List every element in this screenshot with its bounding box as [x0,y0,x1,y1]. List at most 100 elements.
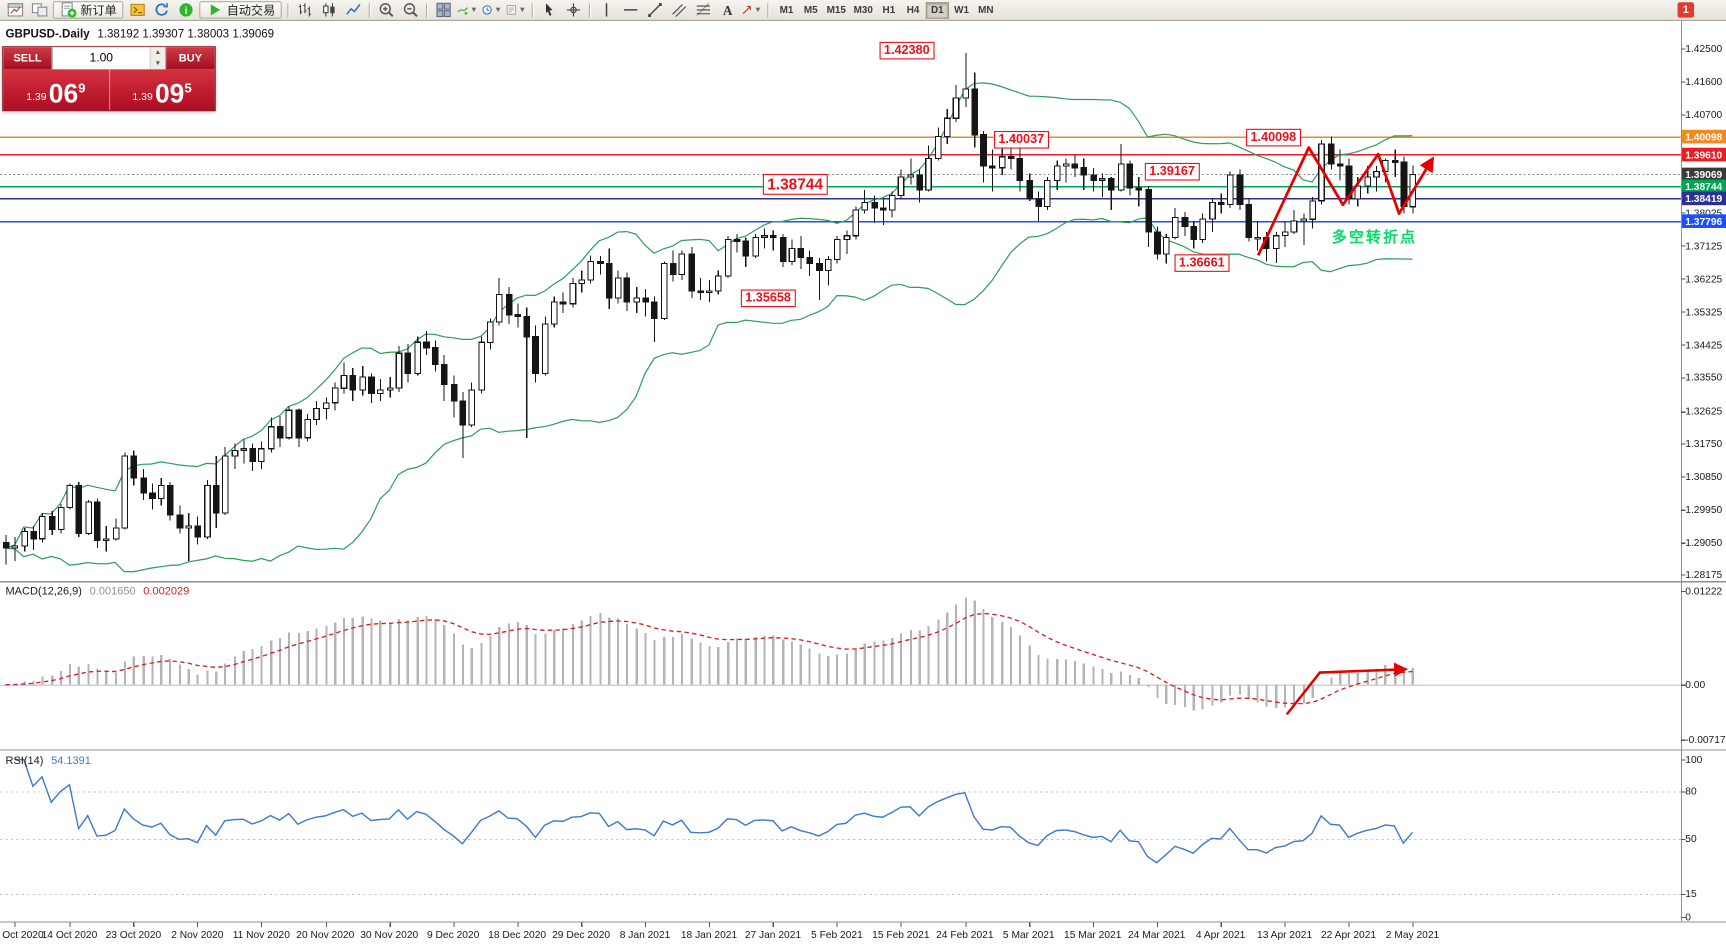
sell-price-button[interactable]: 1.39 06 9 [3,69,110,111]
date-tick-label: 18 Jan 2021 [681,930,738,941]
refresh-icon[interactable] [150,1,173,19]
autotrading-button[interactable]: 自动交易 [199,1,282,19]
bar-chart-icon[interactable] [293,1,316,19]
price-annotation-label: 1.38744 [762,173,828,195]
date-tick-label: 2 May 2021 [1386,930,1440,941]
rsi-label: RSI(14) 54.1391 [6,755,91,767]
hline-icon[interactable] [619,1,642,19]
toolbar-separator [425,2,428,18]
timeframe-MN[interactable]: MN [974,2,997,19]
rsi-name: RSI(14) [5,755,44,768]
turning-point-note: 多空转折点 [1331,228,1418,246]
panel-separators[interactable] [0,20,1726,923]
crosshair-icon[interactable] [561,1,584,19]
date-tick-label: 14 Oct 2020 [42,930,98,941]
price-axis[interactable]: 1.42500 1.41600 1.40700 1.38025 1.37125 1.362… [1680,44,1726,924]
zoom-out-icon [403,3,418,17]
buy-price-button[interactable]: 1.39 09 5 [109,69,215,111]
cursor-icon[interactable] [537,1,560,19]
volume-input[interactable] [52,47,150,70]
buy-button[interactable]: BUY [166,47,215,70]
channel-icon[interactable] [667,1,690,19]
date-tick-label: 18 Dec 2020 [488,930,546,941]
date-tick-label: 24 Mar 2021 [1128,930,1186,941]
new-chart-icon[interactable] [3,1,26,19]
sell-button[interactable]: SELL [3,47,52,70]
date-tick-label: 5 Mar 2021 [1003,930,1055,941]
zoom-in-icon[interactable] [374,1,397,19]
candlestick-chart-icon [322,3,335,17]
macd-tick-label: 0.00 [1685,680,1705,691]
toolbar-separator [368,2,370,18]
candlestick-chart-icon[interactable] [317,1,340,19]
periods-icon[interactable]: ▼ [480,1,503,19]
date-tick-label: 9 Dec 2020 [427,930,480,941]
price-tick-label: 1.29050 [1685,538,1722,549]
text-icon[interactable]: A [715,1,738,19]
text-icon: A [722,3,732,18]
one-click-trading-panel: SELL ▲ ▼ BUY 1.39 06 9 1.39 [2,46,216,112]
arrows-icon[interactable]: ▼ [740,1,763,19]
help-icon[interactable]: i [174,1,197,19]
timeframe-D1[interactable]: D1 [925,1,949,19]
timeframe-H1[interactable]: H1 [877,2,900,19]
refresh-icon [155,3,168,16]
timeframe-W1[interactable]: W1 [950,2,973,19]
symbol-ohlc: 1.38192 1.39307 1.38003 1.39069 [97,27,275,41]
rsi-panel[interactable] [0,758,1681,895]
chevron-down-icon: ▼ [754,6,762,14]
volume-down-icon[interactable]: ▼ [150,58,166,70]
main-panel[interactable] [0,52,1681,573]
toolbar-separator [767,2,769,18]
line-chart-icon [345,3,361,15]
macd-panel[interactable] [0,597,1681,716]
zoom-out-icon[interactable] [398,1,421,19]
timeframe-M5[interactable]: M5 [799,2,822,19]
profiles-icon [31,3,47,17]
price-tick-label: 1.36225 [1685,274,1722,285]
date-tick-label: 29 Dec 2020 [552,930,610,941]
vline-icon[interactable] [594,1,617,19]
line-chart-icon[interactable] [341,1,364,19]
macd-name: MACD(12,26,9) [5,585,82,598]
profiles-icon[interactable] [28,1,51,19]
rsi-value: 54.1391 [51,755,91,768]
date-tick-label: 8 Jan 2021 [620,930,671,941]
macd-signal-line [5,612,1413,705]
notification-badge[interactable]: 1 [1677,2,1695,18]
volume-stepper[interactable]: ▲ ▼ [149,47,166,70]
timeframe-H4[interactable]: H4 [902,2,925,19]
volume-up-icon[interactable]: ▲ [150,47,166,59]
cursor-icon [545,3,553,16]
candles-layer [2,52,1417,565]
fibo-icon[interactable] [691,1,714,19]
new-order-button[interactable]: 新订单 [52,1,124,19]
play-icon [210,4,221,16]
timeframe-M30[interactable]: M30 [850,2,876,19]
metaeditor-icon[interactable] [125,1,148,19]
buy-price-main: 09 [154,78,185,109]
price-annotation-label: 1.40098 [1246,128,1301,147]
svg-text:1.38744: 1.38744 [1685,182,1722,193]
indicators-icon[interactable]: ▼ [456,1,479,19]
rsi-tick-label: 50 [1685,834,1697,845]
tile-windows-icon[interactable] [431,1,454,19]
date-tick-label: 13 Apr 2021 [1257,930,1312,941]
toolbar-separator [588,2,591,18]
timeframe-M15[interactable]: M15 [823,2,849,19]
chevron-down-icon: ▼ [494,6,502,14]
timeframe-M1[interactable]: M1 [775,2,798,19]
price-marker-box [1681,214,1726,228]
chevron-down-icon: ▼ [470,6,478,14]
hline-icon [623,9,637,11]
price-tick-label: 1.42500 [1685,44,1722,55]
trendline-icon[interactable] [643,1,666,19]
vline-icon [605,3,607,17]
bollinger-upper-band [5,82,1413,549]
templates-icon[interactable]: ▼ [504,1,527,19]
rsi-tick-label: 80 [1685,787,1697,798]
svg-text:1.39069: 1.39069 [1685,170,1722,181]
